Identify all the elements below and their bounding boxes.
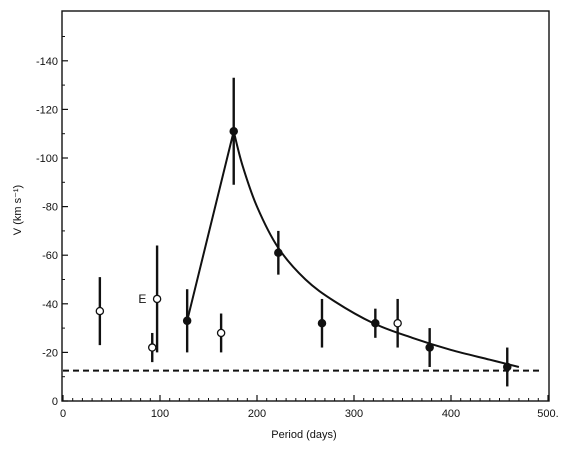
y-tick-label: -140 [36,56,58,68]
fit-curve-layer [186,131,520,368]
open-data-point [216,328,226,338]
y-tick-label: -100 [36,153,58,165]
filled-data-point [274,248,283,258]
x-axis-title: Period (days) [271,429,336,441]
x-tick-label: 500. [537,408,558,420]
y-axis-ticks: 0 -20 -40 -60 -80 -100 -120 -140 [36,36,68,408]
fit-curve [186,131,520,368]
open-data-point [393,318,402,328]
y-tick-label: -20 [42,347,58,359]
x-tick-label: 400 [442,408,460,420]
open-data-point [95,306,105,316]
y-tick-label: -80 [42,202,58,214]
open-data-point [147,343,157,352]
x-tick-label: 0 [60,408,66,420]
x-tick-label: 300 [345,408,363,420]
y-tick-label: 0 [52,396,58,408]
annotation-label: E [138,292,146,306]
filled-data-point [317,318,327,328]
filled-data-point [229,127,238,136]
y-tick-label: -60 [42,250,58,262]
data-points-layer [95,77,512,387]
filled-data-point [182,316,192,326]
y-tick-label: -120 [36,104,58,116]
open-data-point [152,294,162,304]
filled-data-point [425,343,434,352]
filled-data-point [371,318,380,328]
annotation-layer: E [138,292,146,306]
x-tick-label: 100 [151,408,169,420]
filled-data-point [503,362,512,372]
y-tick-label: -40 [42,299,58,311]
x-axis-ticks: 0 100 200 300 400 500. [60,395,559,420]
plot-frame [61,10,550,402]
x-tick-label: 200 [248,408,266,420]
y-axis-title: V (km s⁻¹) [12,185,24,235]
